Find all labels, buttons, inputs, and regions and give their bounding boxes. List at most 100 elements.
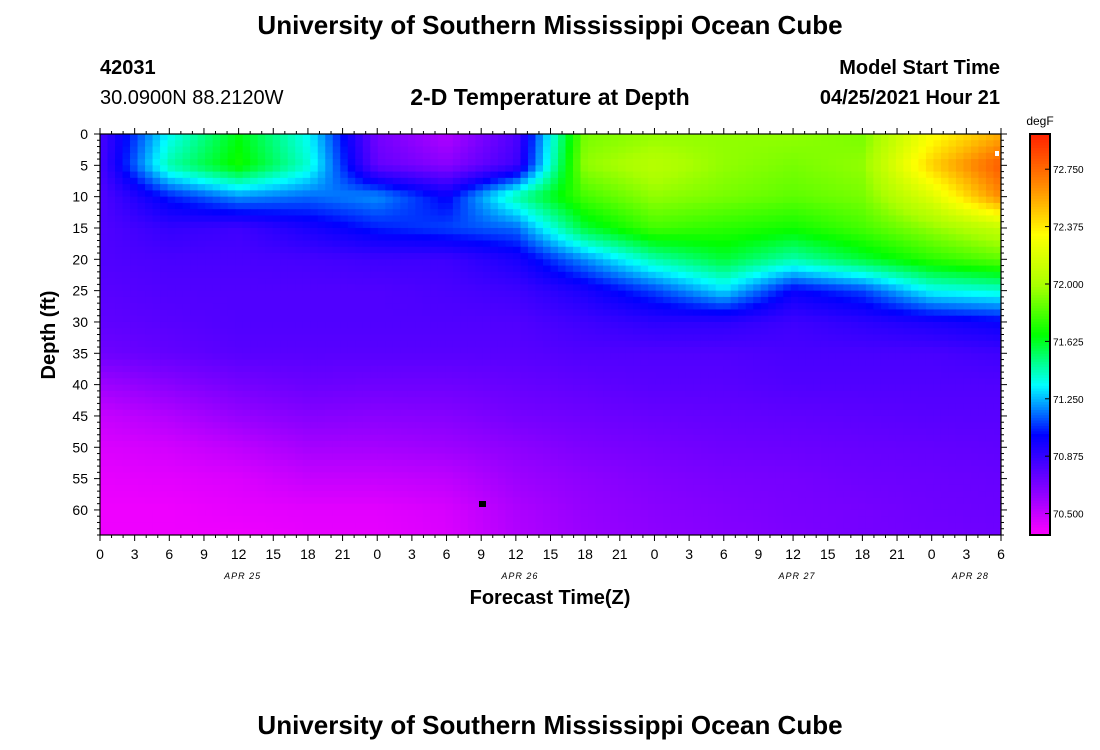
heatmap-cell — [407, 365, 416, 373]
heatmap-cell — [497, 278, 507, 285]
heatmap-cell — [175, 234, 184, 242]
heatmap-cell — [610, 209, 619, 217]
heatmap-cell — [625, 165, 634, 173]
heatmap-cell — [400, 347, 409, 354]
heatmap-cell — [317, 284, 326, 292]
heatmap-cell — [445, 221, 454, 229]
heatmap-cell — [422, 140, 431, 148]
heatmap-cell — [843, 384, 852, 392]
heatmap-cell — [377, 315, 386, 323]
heatmap-cell — [152, 190, 161, 198]
heatmap-cell — [520, 321, 529, 329]
heatmap-cell — [392, 340, 401, 348]
heatmap-cell — [895, 146, 904, 154]
heatmap-cell — [708, 271, 717, 279]
heatmap-cell — [895, 221, 904, 229]
heatmap-cell — [858, 159, 867, 166]
heatmap-cell — [603, 284, 612, 292]
heatmap-cell — [242, 278, 251, 285]
heatmap-cell — [745, 165, 754, 173]
heatmap-cell — [753, 246, 762, 254]
heatmap-cell — [317, 202, 326, 210]
heatmap-cell — [843, 196, 852, 204]
heatmap-cell — [835, 271, 844, 279]
heatmap-cell — [798, 202, 807, 210]
heatmap-cell — [670, 190, 679, 198]
heatmap-cell — [422, 134, 431, 141]
heatmap-cell — [385, 246, 394, 254]
heatmap-cell — [918, 177, 927, 185]
heatmap-cell — [580, 340, 589, 348]
heatmap-cell — [542, 321, 552, 329]
heatmap-cell — [963, 202, 972, 210]
heatmap-cell — [100, 240, 109, 248]
heatmap-cell — [145, 240, 154, 248]
heatmap-cell — [993, 303, 1001, 311]
heatmap-cell — [325, 353, 334, 361]
heatmap-cell — [918, 227, 927, 235]
heatmap-cell — [287, 221, 296, 229]
heatmap-cell — [723, 284, 732, 292]
heatmap-cell — [392, 240, 401, 248]
heatmap-cell — [970, 271, 980, 279]
heatmap-cell — [835, 215, 844, 223]
heatmap-cell — [422, 284, 431, 292]
heatmap-cell — [963, 265, 972, 273]
page-title-top: University of Southern Mississippi Ocean… — [257, 10, 843, 40]
heatmap-cell — [768, 246, 777, 254]
heatmap-cell — [310, 340, 319, 348]
heatmap-cell — [512, 171, 522, 179]
heatmap-cell — [715, 309, 724, 317]
heatmap-cell — [115, 227, 124, 235]
heatmap-cell — [220, 190, 229, 198]
heatmap-cell — [310, 271, 319, 279]
heatmap-cell — [820, 165, 829, 173]
heatmap-cell — [317, 290, 326, 298]
heatmap-cell — [460, 184, 469, 191]
heatmap-cell — [595, 328, 604, 336]
heatmap-cell — [700, 284, 709, 292]
heatmap-cell — [220, 221, 229, 229]
heatmap-cell — [182, 165, 191, 173]
heatmap-cell — [325, 140, 334, 148]
heatmap-cell — [512, 134, 522, 141]
heatmap-cell — [910, 347, 920, 354]
heatmap-cell — [820, 171, 829, 179]
heatmap-cell — [693, 359, 702, 367]
heatmap-cell — [212, 303, 221, 311]
heatmap-cell — [978, 372, 987, 379]
heatmap-cell — [753, 215, 762, 223]
heatmap-cell — [115, 184, 124, 191]
heatmap-cell — [820, 202, 829, 210]
heatmap-cell — [385, 309, 394, 317]
heatmap-cell — [197, 177, 206, 185]
heatmap-cell — [558, 227, 567, 235]
heatmap-cell — [475, 202, 484, 210]
heatmap-cell — [130, 372, 139, 379]
heatmap-cell — [693, 246, 702, 254]
heatmap-cell — [460, 384, 469, 392]
heatmap-cell — [175, 227, 184, 235]
heatmap-cell — [467, 221, 477, 229]
heatmap-cell — [850, 309, 859, 317]
heatmap-cell — [535, 340, 544, 348]
heatmap-cell — [730, 384, 739, 392]
heatmap-cell — [753, 202, 762, 210]
heatmap-cell — [347, 209, 356, 217]
heatmap-cell — [768, 152, 777, 160]
heatmap-cell — [535, 171, 544, 179]
heatmap-cell — [407, 259, 416, 267]
heatmap-cell — [678, 234, 687, 242]
heatmap-cell — [190, 278, 199, 285]
heatmap-cell — [370, 328, 379, 336]
heatmap-cell — [355, 196, 364, 204]
heatmap-cell — [460, 315, 469, 323]
heatmap-cell — [873, 165, 882, 173]
heatmap-cell — [415, 253, 424, 260]
heatmap-cell — [310, 171, 319, 179]
heatmap-cell — [482, 177, 492, 185]
heatmap-cell — [558, 209, 567, 217]
heatmap-cell — [347, 227, 356, 235]
heatmap-cell — [497, 303, 507, 311]
heatmap-cell — [415, 215, 424, 223]
